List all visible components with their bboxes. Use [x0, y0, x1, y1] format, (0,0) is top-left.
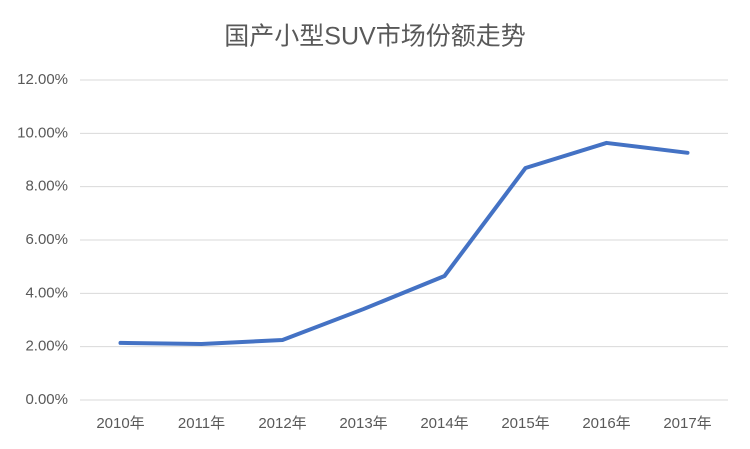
y-tick-label: 10.00% [17, 124, 68, 141]
x-tick-label: 2011年 [178, 415, 225, 432]
y-tick-label: 2.00% [25, 338, 68, 355]
x-tick-label: 2015年 [501, 415, 549, 432]
y-tick-label: 0.00% [25, 391, 68, 408]
x-tick-label: 2013年 [339, 415, 387, 432]
y-tick-label: 12.00% [17, 71, 68, 88]
x-tick-label: 2016年 [582, 415, 630, 432]
y-tick-label: 4.00% [25, 284, 68, 301]
x-tick-label: 2012年 [258, 415, 306, 432]
chart-title: 国产小型SUV市场份额走势 [224, 23, 525, 51]
x-tick-label: 2017年 [663, 415, 711, 432]
y-tick-label: 6.00% [25, 231, 68, 248]
x-tick-label: 2014年 [420, 415, 468, 432]
y-tick-label: 8.00% [25, 178, 68, 195]
data-line [118, 140, 690, 346]
x-tick-label: 2010年 [96, 415, 144, 432]
